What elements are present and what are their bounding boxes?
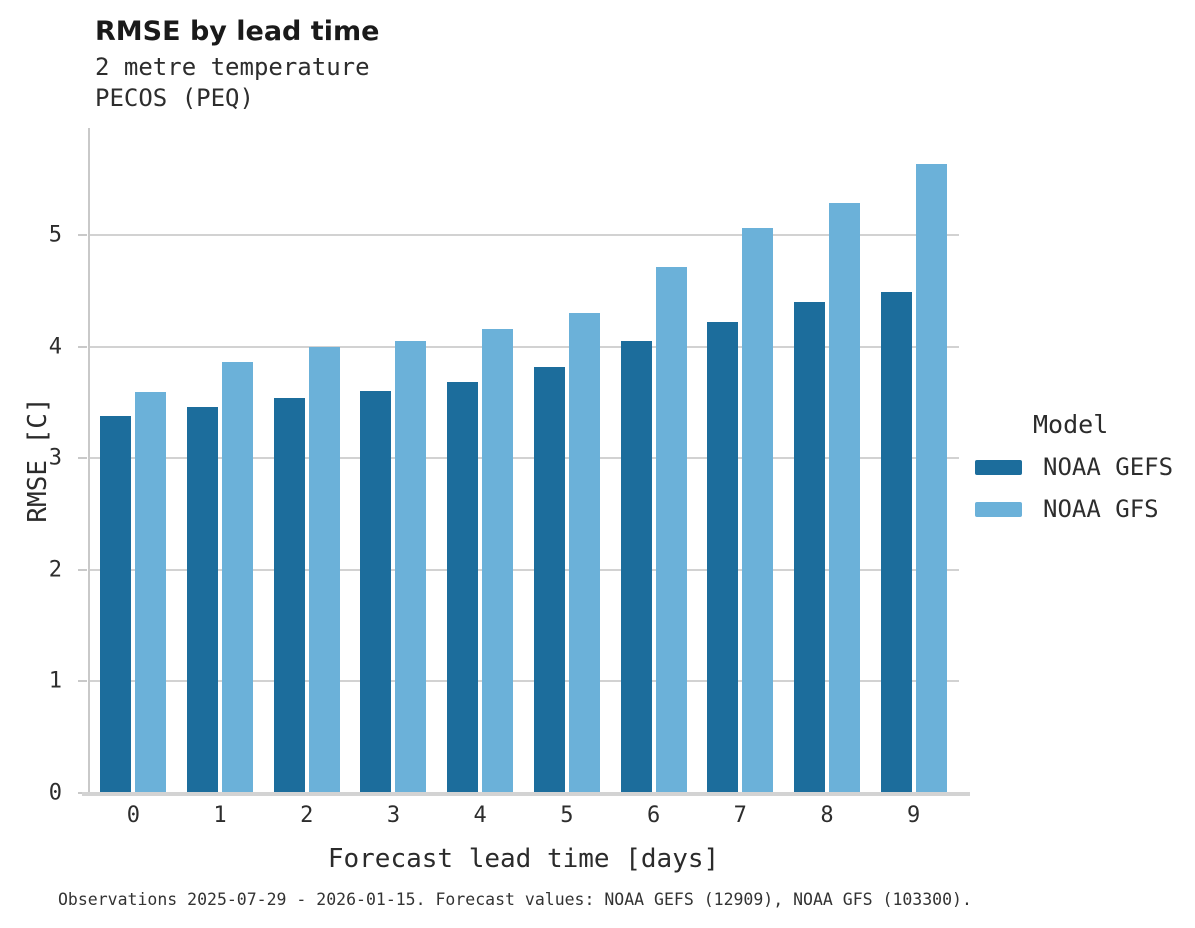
legend-swatch-noaa-gefs [975, 459, 1022, 475]
y-tick-label-1: 1 [48, 668, 62, 694]
bar-noaa-gefs-lead-5 [533, 366, 565, 793]
station-label: PECOS (PEQ) [95, 84, 254, 112]
y-tick-label-5: 5 [48, 222, 62, 248]
bar-group-lead-4 [437, 128, 524, 793]
legend-title: Model [1033, 410, 1109, 439]
bar-noaa-gefs-lead-1 [187, 406, 219, 793]
legend-swatch-noaa-gfs [975, 501, 1022, 517]
x-tick-label-2: 2 [300, 803, 314, 828]
y-tick-4 [78, 345, 87, 348]
bar-noaa-gfs-lead-4 [482, 328, 514, 793]
bar-group-lead-1 [177, 128, 264, 793]
y-tick-5 [78, 234, 87, 237]
y-tick-1 [78, 680, 87, 683]
legend-item-noaa-gefs: NOAA GEFS [975, 453, 1173, 481]
x-tick-label-1: 1 [213, 803, 227, 828]
bar-noaa-gefs-lead-4 [447, 382, 479, 793]
x-tick-label-9: 9 [907, 803, 921, 828]
legend-items: NOAA GEFS NOAA GFS [975, 453, 1173, 523]
x-tick-label-4: 4 [473, 803, 487, 828]
bar-noaa-gefs-lead-3 [360, 391, 392, 793]
bar-group-lead-2 [263, 128, 350, 793]
gridline-4 [90, 345, 959, 348]
figure-subtitle: 2 metre temperature [95, 53, 370, 81]
y-tick-label-0: 0 [48, 780, 62, 806]
y-tick-label-2: 2 [48, 557, 62, 583]
y-tick-2 [78, 568, 87, 571]
x-tick-label-6: 6 [646, 803, 661, 828]
bar-noaa-gfs-lead-6 [655, 267, 687, 793]
bar-group-lead-3 [350, 128, 437, 793]
y-tick-labels: 0 1 2 3 4 5 [0, 128, 76, 806]
bar-noaa-gfs-lead-8 [828, 202, 860, 793]
legend-item-noaa-gfs: NOAA GFS [975, 495, 1173, 523]
legend: Model NOAA GEFS NOAA GFS [975, 410, 1173, 523]
x-tick-label-0: 0 [126, 803, 140, 828]
caption: Observations 2025-07-29 - 2026-01-15. Fo… [58, 890, 972, 909]
y-tick-label-3: 3 [48, 445, 62, 471]
bar-noaa-gfs-lead-9 [915, 163, 947, 793]
y-tick-3 [78, 457, 87, 460]
gridline-2 [90, 568, 959, 571]
bar-noaa-gfs-lead-2 [308, 346, 340, 793]
bar-noaa-gfs-lead-1 [222, 362, 254, 793]
bar-group-lead-5 [524, 128, 611, 793]
x-axis-line [82, 792, 970, 796]
bar-series [90, 128, 957, 793]
gridline-3 [90, 457, 959, 460]
x-tick-label-5: 5 [560, 803, 574, 828]
bar-noaa-gefs-lead-0 [100, 415, 132, 793]
y-tick-label-4: 4 [48, 334, 62, 360]
bar-noaa-gefs-lead-7 [707, 322, 739, 793]
bar-group-lead-8 [784, 128, 871, 793]
x-axis-label: Forecast lead time [days] [327, 844, 720, 874]
x-tick-label-8: 8 [820, 803, 834, 828]
bar-noaa-gfs-lead-3 [395, 341, 427, 793]
legend-label-noaa-gfs: NOAA GFS [1043, 495, 1159, 523]
bar-group-lead-7 [697, 128, 784, 793]
bar-noaa-gfs-lead-0 [135, 392, 167, 793]
bar-noaa-gfs-lead-5 [568, 313, 600, 793]
legend-label-noaa-gefs: NOAA GEFS [1043, 453, 1174, 481]
bar-group-lead-9 [870, 128, 957, 793]
gridline-5 [90, 234, 959, 237]
x-tick-label-3: 3 [386, 803, 401, 828]
bar-noaa-gefs-lead-9 [880, 292, 912, 793]
bar-group-lead-6 [610, 128, 697, 793]
bar-noaa-gefs-lead-8 [793, 302, 825, 793]
figure-title: RMSE by lead time [95, 16, 380, 47]
bar-group-lead-0 [90, 128, 177, 793]
bar-noaa-gefs-lead-2 [273, 398, 305, 793]
bar-noaa-gfs-lead-7 [742, 228, 774, 793]
x-tick-label-7: 7 [733, 803, 747, 828]
plot-area [78, 128, 970, 796]
x-tick-labels: 0 1 2 3 4 5 6 7 8 9 [90, 803, 957, 828]
bar-noaa-gefs-lead-6 [620, 341, 652, 793]
gridline-1 [90, 680, 959, 683]
